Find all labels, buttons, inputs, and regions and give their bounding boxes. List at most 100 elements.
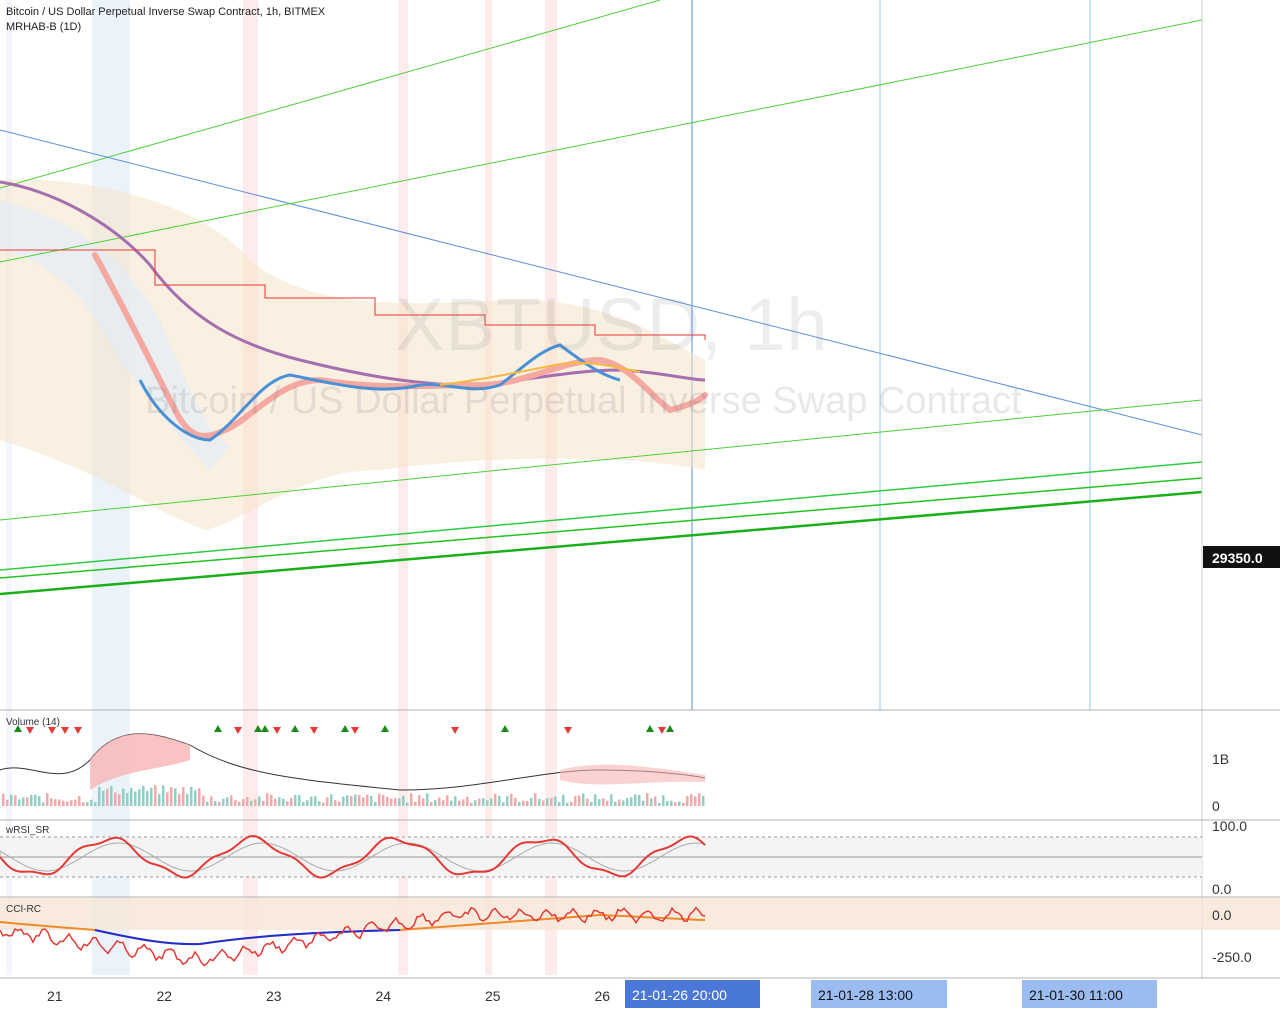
volume-bar [698, 793, 701, 806]
volume-bar [262, 800, 265, 806]
volume-bar [6, 799, 9, 806]
volume-bar [26, 797, 29, 806]
volume-bar [510, 793, 513, 806]
x-tick-label: 22 [157, 988, 173, 1004]
black-price-badge [1203, 546, 1280, 568]
volume-bar [342, 796, 345, 806]
volume-bar [46, 793, 49, 806]
volume-tick-label: 1B [1212, 751, 1229, 767]
black-price-value: 29350.0 [1212, 550, 1263, 566]
wrsi-panel-title: wRSI_SR [6, 825, 50, 836]
volume-bar [366, 794, 369, 806]
volume-bar [10, 794, 13, 806]
volume-bar [514, 797, 517, 806]
volume-signal-marker [291, 725, 299, 732]
volume-bar [158, 794, 161, 806]
volume-bar [178, 794, 181, 806]
volume-bar [118, 794, 121, 806]
fast-ma [92, 252, 708, 439]
volume-signal-marker [273, 727, 281, 734]
volume-bar [390, 798, 393, 806]
time-highlight-label: 21-01-26 20:00 [632, 987, 727, 1003]
volume-bar [502, 802, 505, 806]
volume-bar [18, 799, 21, 806]
volume-bar [290, 797, 293, 806]
volume-bar [482, 798, 485, 806]
volume-bar [298, 795, 301, 806]
volume-bar [518, 801, 521, 806]
volume-bar [102, 790, 105, 806]
volume-bar [678, 801, 681, 806]
volume-bar [422, 798, 425, 806]
volume-bar [22, 797, 25, 806]
session-band [545, 0, 557, 975]
wrsi-signal [0, 842, 706, 872]
volume-bar [566, 802, 569, 806]
volume-bar [142, 785, 145, 806]
volume-bar [690, 794, 693, 806]
volume-bar [546, 798, 549, 806]
volume-bar [450, 800, 453, 806]
volume-bar [94, 802, 97, 806]
volume-bar [254, 799, 257, 806]
volume-signal-marker [74, 727, 82, 734]
volume-bar [562, 794, 565, 806]
cci-ma-low [94, 929, 401, 946]
volume-signal-marker [214, 725, 222, 732]
volume-bar [294, 794, 297, 806]
wrsi-line [0, 834, 706, 879]
volume-bar [466, 796, 469, 806]
x-tick-label: 21 [47, 988, 63, 1004]
volume-bar [318, 801, 321, 806]
volume-bar [62, 800, 65, 806]
stepped-line [0, 249, 706, 340]
volume-bar [138, 789, 141, 806]
volume-bar [654, 796, 657, 806]
volume-bar [490, 798, 493, 806]
time-highlight-badge [1022, 980, 1157, 1008]
volume-bar [306, 800, 309, 806]
volume-bar [250, 800, 253, 806]
volume-bar [58, 799, 61, 806]
volume-bar [446, 795, 449, 806]
volume-bar [674, 802, 677, 806]
volume-bar [430, 802, 433, 806]
volume-band [90, 733, 190, 790]
volume-signal-marker [351, 727, 359, 734]
volume-bar [682, 802, 685, 806]
volume-bar [622, 800, 625, 806]
time-highlight-badge [625, 980, 760, 1008]
volume-bar [486, 800, 489, 806]
symbol-watermark: XBTUSD, 1h [395, 283, 829, 366]
volume-bar [506, 796, 509, 806]
volume-bar [442, 800, 445, 806]
volume-signal-marker [14, 725, 22, 732]
volume-bar [222, 798, 225, 806]
volume-bar [630, 797, 633, 806]
volume-bar [322, 802, 325, 806]
volume-bar [646, 793, 649, 806]
volume-bar [34, 794, 37, 806]
volume-bar [358, 795, 361, 806]
cci-line [0, 906, 706, 967]
volume-bar [662, 795, 665, 806]
volume-bar [362, 797, 365, 806]
volume-bar [634, 794, 637, 806]
wrsi-tick-label: 0.0 [1212, 881, 1232, 897]
description-watermark: Bitcoin / US Dollar Perpetual Inverse Sw… [145, 380, 1022, 422]
volume-bar [174, 788, 177, 806]
volume-bar [154, 785, 157, 806]
volume-bar [534, 793, 537, 806]
volume-bar [126, 793, 129, 806]
volume-bar [2, 793, 5, 806]
volume-bar [270, 794, 273, 806]
volume-bar [538, 798, 541, 806]
volume-signal-marker [234, 727, 242, 734]
volume-bar [234, 800, 237, 806]
volume-bar [694, 796, 697, 806]
volume-bar [130, 787, 133, 806]
volume-bar [414, 801, 417, 806]
session-band [6, 0, 12, 975]
volume-bar [246, 797, 249, 806]
